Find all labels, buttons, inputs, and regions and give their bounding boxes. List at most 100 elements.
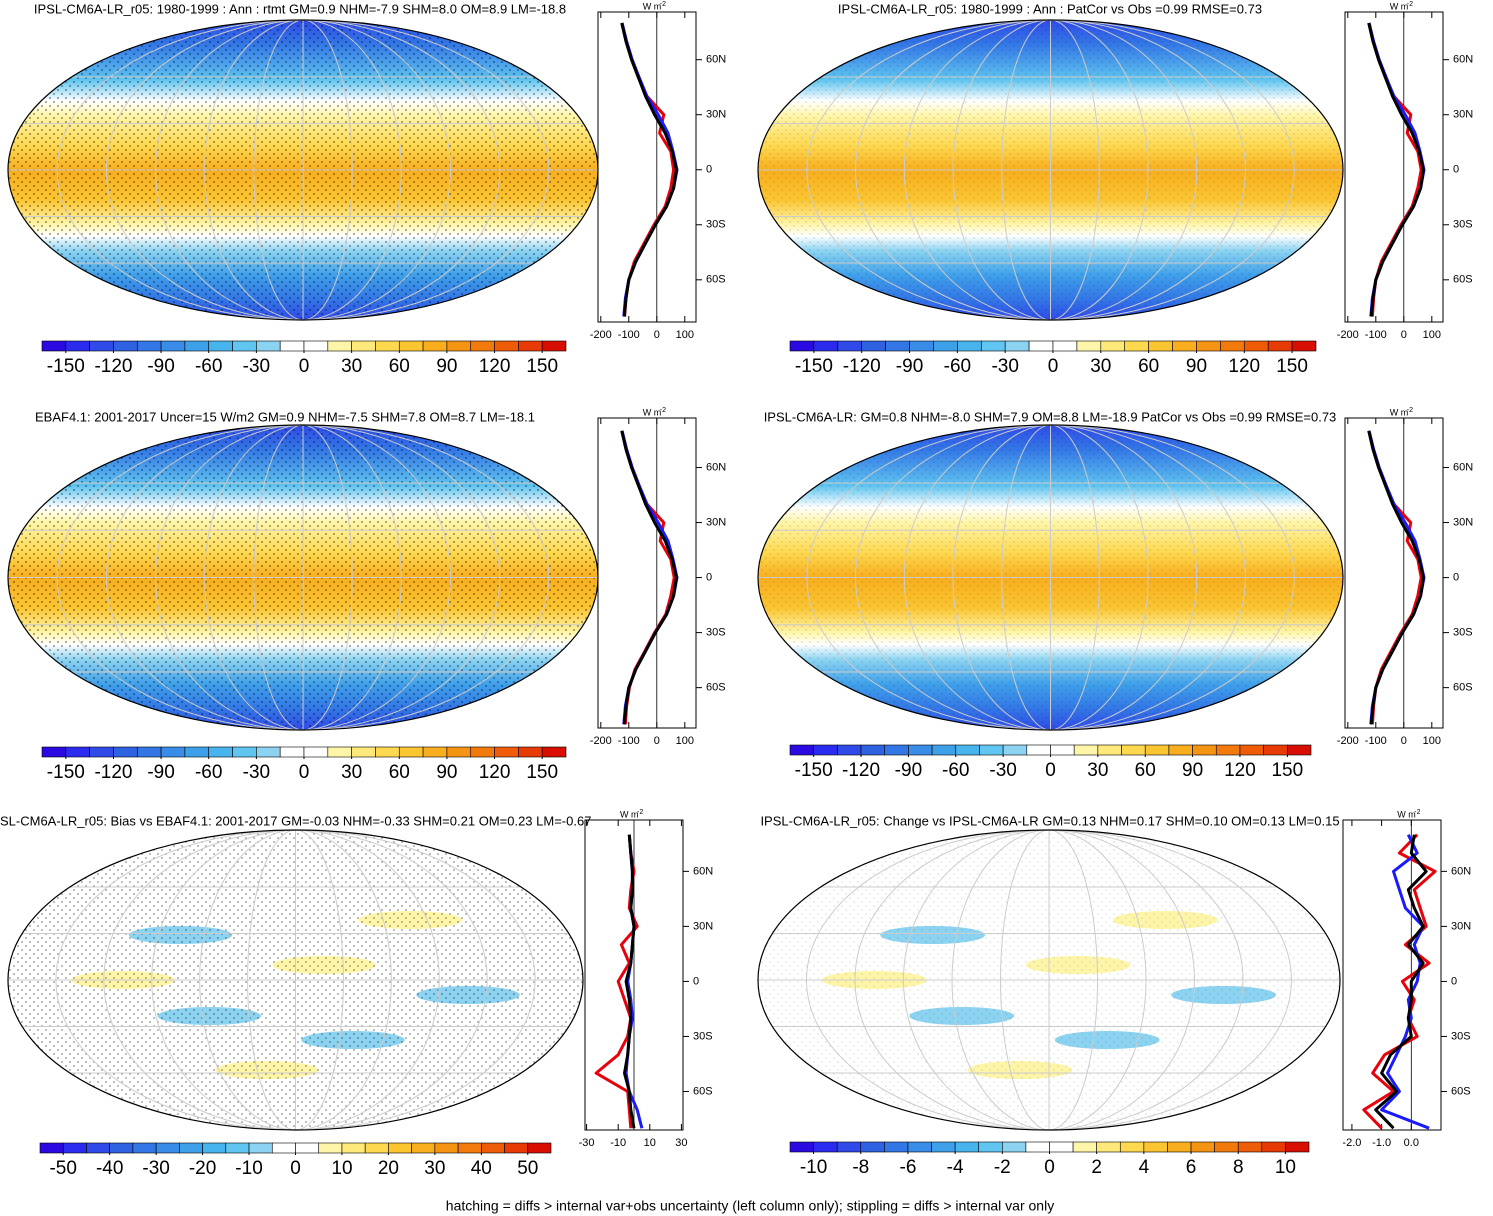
colorbar-label: 120 [1228,356,1260,377]
colorbar-label: 10 [1275,1157,1296,1178]
y-tick-label: 30S [1451,1030,1471,1042]
y-tick-label: 0 [1453,571,1459,583]
colorbar-box [271,1142,296,1154]
colorbar-box [184,340,210,352]
colorbar-box [1172,340,1197,352]
x-tick-label: -200 [1337,329,1359,341]
panel: SL-CM6A-LR_r05: Bias vs EBAF4.1: 2001-20… [0,809,713,1179]
colorbar-label: -40 [96,1158,123,1179]
colorbar-label: 120 [479,762,511,783]
y-tick-label: 30S [1453,627,1473,639]
colorbar-label: -30 [243,356,270,377]
profile-line [623,834,636,1129]
colorbar-box [1148,340,1173,352]
colorbar-box [1267,340,1293,352]
colorbar-label: 6 [1186,1157,1197,1178]
colorbar-box [860,744,886,756]
y-tick-label: 30N [706,109,726,121]
y-tick-label: 30N [1451,920,1471,932]
colorbar-label: -30 [243,762,270,783]
colorbar-box [208,746,233,758]
colorbar-box [1261,1141,1286,1153]
y-tick-label: 60S [706,274,726,286]
colorbar-box [327,340,352,352]
y-tick-label: 0 [693,975,699,987]
colorbar-box [980,340,1006,352]
colorbar-label: 150 [1271,760,1303,781]
colorbar-box [1237,1141,1263,1153]
colorbar-box [1291,340,1317,352]
colorbar-box [160,340,186,352]
unit-label: W m [643,1,662,11]
panel: EBAF4.1: 2001-2017 Uncer=15 W/m2 GM=0.9 … [7,407,726,783]
colorbar-label: -60 [942,760,969,781]
colorbar-box [351,746,376,758]
colorbar-label: 60 [389,762,410,783]
colorbar-box [411,1142,436,1154]
x-tick-label: 100 [676,329,694,341]
colorbar-label: -150 [47,762,85,783]
y-tick-label: 30S [693,1030,713,1042]
colorbar-box [1004,340,1030,352]
colorbar-box [65,746,90,758]
colorbar-label: -60 [195,356,222,377]
colorbar-box [1196,340,1221,352]
unit-label: W m [1397,809,1416,819]
colorbar-label: -50 [49,1158,76,1179]
x-tick-label: -10 [610,1137,626,1149]
colorbar-label: 30 [1087,760,1108,781]
colorbar-box [494,340,519,352]
y-tick-label: 60N [1451,865,1471,877]
y-tick-label: 60S [706,682,726,694]
colorbar-label: 90 [436,356,457,377]
colorbar-label: 90 [1186,356,1207,377]
y-tick-label: 0 [706,164,712,176]
colorbar-box [933,340,958,352]
y-tick-label: 30N [1453,516,1473,528]
panel: IPSL-CM6A-LR_r05: 1980-1999 : Ann : rtmt… [7,1,726,377]
colorbar-label: -120 [94,356,132,377]
y-tick-label: 60S [1451,1085,1471,1097]
x-tick-label: 10 [644,1137,656,1149]
colorbar-box [318,1142,343,1154]
colorbar-label: -10 [235,1158,262,1179]
colorbar-label: 50 [517,1158,538,1179]
colorbar-box [179,1142,203,1154]
colorbar-box [434,1142,459,1154]
colorbar-box [1239,744,1264,756]
profile-line [1367,22,1423,317]
x-tick-label: 0 [654,735,660,747]
unit-label: -2 [1407,1,1413,8]
x-tick-label: 0.0 [1404,1137,1419,1149]
x-tick-label: -2.0 [1342,1137,1361,1149]
colorbar-box [351,340,376,352]
colorbar-box [1076,340,1102,352]
colorbar-box [1002,1141,1027,1153]
colorbar-box [884,744,909,756]
colorbar-label: 150 [526,762,558,783]
colorbar-box [518,340,543,352]
map-border [757,19,1344,321]
colorbar-label: 4 [1139,1157,1150,1178]
colorbar-label: -120 [842,760,880,781]
x-tick-label: -200 [1337,735,1359,747]
colorbar-label: 8 [1233,1157,1244,1178]
map [758,830,1340,1130]
y-tick-label: 60S [693,1085,713,1097]
profile-line [620,430,678,725]
x-tick-label: 100 [1423,735,1441,747]
colorbar-label: -8 [852,1157,869,1178]
colorbar-label: -90 [896,356,923,377]
colorbar-box [541,746,567,758]
colorbar-box [541,340,567,352]
colorbar-box [470,340,495,352]
profile-line [1380,834,1430,1130]
colorbar-box [1192,744,1217,756]
colorbar-label: 30 [341,356,362,377]
colorbar-box [909,340,934,352]
profile-frame [597,417,697,729]
colorbar-box [1285,1141,1310,1153]
y-tick-label: 60N [1453,54,1473,66]
colorbar-label: 60 [1135,760,1156,781]
colorbar-box [39,1142,64,1154]
